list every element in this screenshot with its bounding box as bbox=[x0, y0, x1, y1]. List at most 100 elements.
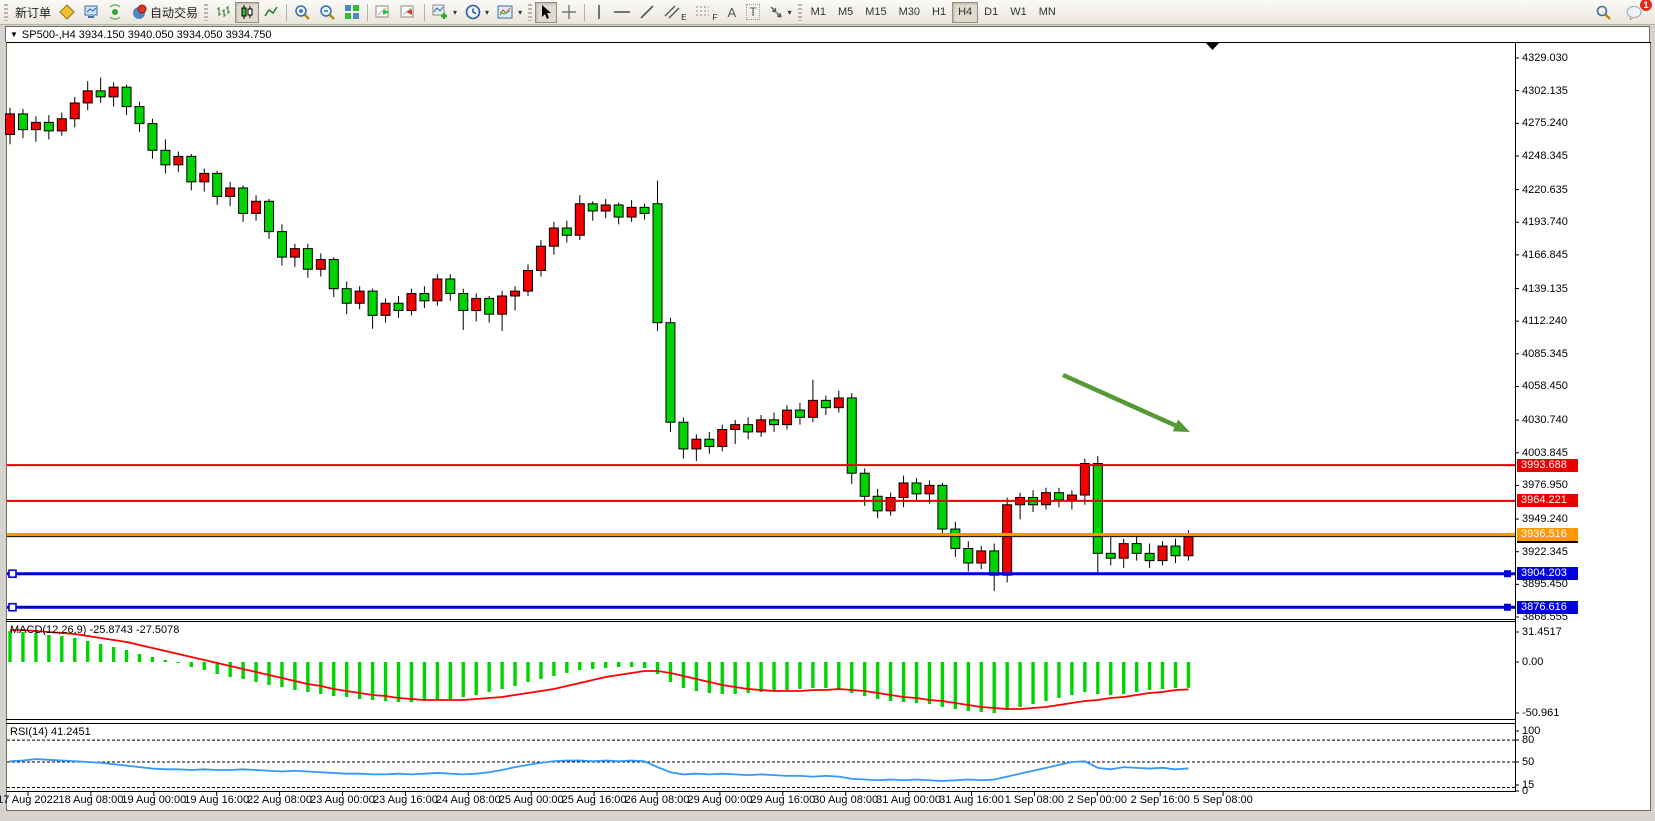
candle bbox=[328, 259, 339, 290]
line-chart-type-icon[interactable] bbox=[259, 2, 283, 23]
timeframe-H4[interactable]: H4 bbox=[952, 1, 979, 23]
candle bbox=[963, 547, 974, 564]
vertical-line-tool-icon[interactable] bbox=[588, 2, 609, 23]
candle bbox=[367, 290, 378, 316]
channel-tool-icon[interactable]: E bbox=[659, 2, 690, 23]
trendline-tool-icon[interactable] bbox=[635, 2, 659, 23]
candle bbox=[484, 297, 495, 315]
candlestick-chart-type-icon[interactable] bbox=[235, 1, 260, 23]
end-of-data-marker bbox=[1206, 43, 1219, 50]
candle bbox=[885, 496, 896, 512]
auto-scroll-icon[interactable] bbox=[371, 2, 396, 23]
candle bbox=[950, 528, 961, 549]
candle bbox=[1183, 535, 1194, 557]
candle bbox=[639, 206, 650, 214]
timeframe-W1[interactable]: W1 bbox=[1010, 6, 1027, 18]
toolbar-separator bbox=[286, 3, 288, 21]
bar-chart-type-icon[interactable] bbox=[211, 2, 235, 23]
candle bbox=[1066, 494, 1077, 501]
candle bbox=[743, 424, 754, 433]
macd-indicator-label: MACD(12,26,9) -25.8743 -27.5078 bbox=[10, 624, 180, 636]
chart-canvas[interactable] bbox=[0, 42, 1655, 812]
rsi-line bbox=[9, 758, 1189, 782]
cursor-tool-icon[interactable] bbox=[535, 1, 558, 23]
signal-icon[interactable] bbox=[103, 2, 127, 23]
candle bbox=[1131, 543, 1142, 554]
candle bbox=[652, 203, 663, 324]
new-order-button[interactable]: 新订单 bbox=[11, 2, 55, 23]
candle bbox=[1053, 492, 1064, 501]
candle bbox=[769, 419, 780, 426]
candle bbox=[937, 484, 948, 530]
toolbar-grip[interactable] bbox=[204, 3, 209, 21]
auto-trading-button[interactable]: 自动交易 bbox=[127, 2, 202, 23]
timeframe-M1[interactable]: M1 bbox=[810, 6, 826, 18]
chart-area[interactable]: MACD(12,26,9) -25.8743 -27.5078 RSI(14) … bbox=[0, 42, 1655, 812]
chevron-down-icon: ▾ bbox=[485, 7, 490, 17]
channel-letter: E bbox=[681, 12, 687, 22]
zoom-out-icon[interactable] bbox=[315, 2, 340, 23]
candle bbox=[523, 269, 533, 292]
candle bbox=[380, 302, 391, 316]
template-button[interactable]: ▾ bbox=[493, 2, 526, 23]
collapse-triangle-icon[interactable]: ▼ bbox=[10, 30, 18, 39]
zoom-in-icon[interactable] bbox=[290, 2, 315, 23]
line-handle bbox=[8, 569, 17, 579]
timeframe-D1[interactable]: D1 bbox=[984, 6, 999, 18]
candle bbox=[911, 482, 922, 495]
candle bbox=[432, 278, 443, 302]
candle bbox=[199, 172, 210, 183]
candle bbox=[535, 245, 546, 271]
search-icon[interactable] bbox=[1591, 2, 1616, 23]
timeframe-MN[interactable]: MN bbox=[1038, 6, 1056, 18]
notifications-button[interactable]: 1 bbox=[1622, 0, 1653, 23]
market-watch-icon[interactable] bbox=[55, 2, 79, 23]
candle bbox=[704, 438, 715, 448]
candle bbox=[160, 149, 171, 166]
candle bbox=[445, 278, 456, 295]
candle bbox=[497, 295, 508, 315]
candle bbox=[393, 302, 404, 312]
new-order-label: 新订单 bbox=[15, 5, 52, 20]
candle bbox=[264, 200, 274, 233]
toolbar-separator bbox=[367, 3, 369, 21]
horizontal-line-tool-icon[interactable] bbox=[609, 2, 635, 23]
candle bbox=[898, 482, 909, 498]
candle bbox=[43, 121, 54, 132]
candle bbox=[82, 90, 93, 104]
chart-shift-icon[interactable] bbox=[396, 2, 421, 23]
candle bbox=[406, 293, 417, 312]
chevron-down-icon: ▾ bbox=[453, 7, 458, 17]
toolbar-grip[interactable] bbox=[528, 3, 533, 21]
text-label-tool-icon[interactable]: T bbox=[742, 2, 763, 23]
toolbar-grip[interactable] bbox=[797, 3, 802, 21]
tile-windows-icon[interactable] bbox=[340, 2, 364, 23]
fibonacci-tool-icon[interactable]: F bbox=[690, 2, 721, 23]
arrows-tool-button[interactable]: ▾ bbox=[764, 2, 796, 23]
timeframe-H1[interactable]: H1 bbox=[932, 6, 947, 18]
candle bbox=[1144, 552, 1155, 562]
data-window-icon[interactable] bbox=[79, 2, 103, 23]
toolbar-grip[interactable] bbox=[4, 3, 8, 21]
text-tool-icon[interactable]: A bbox=[721, 2, 742, 23]
candle bbox=[1118, 543, 1129, 559]
candle bbox=[1079, 463, 1090, 496]
candle bbox=[471, 297, 482, 312]
candle bbox=[147, 123, 158, 151]
period-clock-button[interactable]: ▾ bbox=[461, 2, 493, 23]
timeframe-M15[interactable]: M15 bbox=[865, 6, 887, 18]
timeframe-M5[interactable]: M5 bbox=[837, 6, 854, 18]
candle bbox=[548, 227, 559, 247]
timeframe-M30[interactable]: M30 bbox=[898, 6, 921, 18]
candle bbox=[289, 248, 300, 258]
add-indicator-button[interactable]: ▾ bbox=[428, 2, 461, 23]
candle bbox=[794, 409, 805, 418]
candle bbox=[1157, 545, 1168, 562]
trend-arrow bbox=[1062, 372, 1177, 428]
candle bbox=[56, 118, 67, 132]
text-a-label: A bbox=[727, 4, 737, 20]
candle bbox=[276, 231, 287, 258]
crosshair-tool-icon[interactable] bbox=[557, 2, 581, 23]
candle bbox=[807, 399, 818, 418]
candle bbox=[134, 106, 145, 125]
